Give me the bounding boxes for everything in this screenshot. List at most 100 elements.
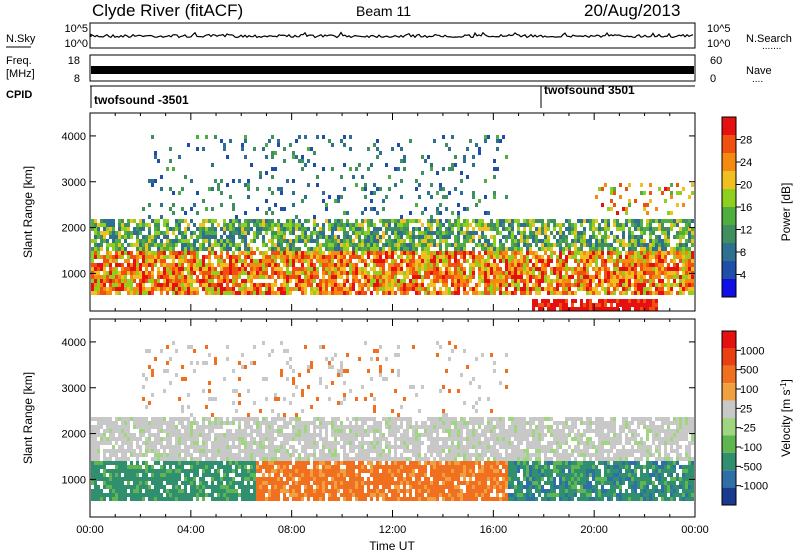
heatmap-cell bbox=[607, 251, 610, 255]
heatmap-cell bbox=[448, 147, 451, 151]
heatmap-cell bbox=[640, 267, 643, 271]
heatmap-cell bbox=[331, 243, 334, 247]
heatmap-cell bbox=[508, 271, 511, 275]
heatmap-cell bbox=[139, 287, 142, 291]
heatmap-cell bbox=[217, 489, 220, 493]
heatmap-cell bbox=[247, 469, 250, 473]
heatmap-cell bbox=[235, 243, 238, 247]
heatmap-cell bbox=[664, 251, 667, 255]
heatmap-cell bbox=[118, 469, 121, 473]
heatmap-cell bbox=[457, 215, 460, 219]
heatmap-cell bbox=[178, 465, 181, 469]
heatmap-cell bbox=[172, 457, 175, 461]
heatmap-cell bbox=[622, 267, 625, 271]
heatmap-cell bbox=[562, 235, 565, 239]
heatmap-cell bbox=[553, 251, 556, 255]
heatmap-cell bbox=[190, 477, 193, 481]
heatmap-cell bbox=[289, 433, 292, 437]
heatmap-cell bbox=[169, 263, 172, 267]
heatmap-cell bbox=[268, 493, 271, 497]
heatmap-cell bbox=[649, 251, 652, 255]
heatmap-cell bbox=[277, 231, 280, 235]
heatmap-cell bbox=[601, 307, 604, 311]
heatmap-cell bbox=[112, 421, 115, 425]
heatmap-cell bbox=[295, 473, 298, 477]
heatmap-cell bbox=[271, 239, 274, 243]
heatmap-cell bbox=[136, 453, 139, 457]
heatmap-cell bbox=[403, 227, 406, 231]
heatmap-cell bbox=[241, 497, 244, 501]
heatmap-cell bbox=[535, 235, 538, 239]
heatmap-cell bbox=[688, 219, 691, 223]
heatmap-cell bbox=[676, 219, 679, 223]
heatmap-cell bbox=[202, 489, 205, 493]
heatmap-cell bbox=[148, 477, 151, 481]
heatmap-cell bbox=[91, 469, 94, 473]
heatmap-cell bbox=[277, 417, 280, 421]
heatmap-cell bbox=[193, 449, 196, 453]
heatmap-cell bbox=[235, 409, 238, 413]
heatmap-cell bbox=[208, 381, 211, 385]
heatmap-cell bbox=[457, 247, 460, 251]
heatmap-cell bbox=[283, 437, 286, 441]
heatmap-cell bbox=[301, 287, 304, 291]
heatmap-cell bbox=[274, 291, 277, 295]
heatmap-cell bbox=[499, 259, 502, 263]
heatmap-cell bbox=[145, 421, 148, 425]
freq-panel: Freq. [MHz] 18 8 60 0 Nave .... bbox=[6, 54, 772, 85]
heatmap-cell bbox=[124, 461, 127, 465]
heatmap-cell bbox=[445, 235, 448, 239]
heatmap-cell bbox=[397, 247, 400, 251]
heatmap-cell bbox=[121, 263, 124, 267]
heatmap-cell bbox=[418, 195, 421, 199]
heatmap-cell bbox=[274, 497, 277, 501]
heatmap-cell bbox=[481, 243, 484, 247]
heatmap-cell bbox=[382, 271, 385, 275]
heatmap-cell bbox=[373, 235, 376, 239]
heatmap-cell bbox=[100, 489, 103, 493]
heatmap-cell bbox=[472, 247, 475, 251]
heatmap-cell bbox=[550, 251, 553, 255]
heatmap-cell bbox=[625, 299, 628, 303]
heatmap-cell bbox=[175, 445, 178, 449]
heatmap-cell bbox=[190, 441, 193, 445]
heatmap-cell bbox=[481, 231, 484, 235]
heatmap-cell bbox=[574, 271, 577, 275]
heatmap-cell bbox=[169, 445, 172, 449]
heatmap-cell bbox=[649, 191, 652, 195]
heatmap-cell bbox=[376, 263, 379, 267]
heatmap-cell bbox=[247, 187, 250, 191]
heatmap-cell bbox=[364, 259, 367, 263]
heatmap-cell bbox=[574, 307, 577, 311]
heatmap-cell bbox=[214, 437, 217, 441]
heatmap-cell bbox=[487, 135, 490, 139]
heatmap-cell bbox=[193, 457, 196, 461]
heatmap-cell bbox=[370, 163, 373, 167]
heatmap-cell bbox=[580, 243, 583, 247]
heatmap-cell bbox=[232, 477, 235, 481]
heatmap-cell bbox=[313, 267, 316, 271]
heatmap-cell bbox=[151, 445, 154, 449]
heatmap-cell bbox=[592, 231, 595, 235]
heatmap-cell bbox=[400, 215, 403, 219]
heatmap-cell bbox=[226, 279, 229, 283]
heatmap-cell bbox=[280, 417, 283, 421]
heatmap-cell bbox=[274, 421, 277, 425]
heatmap-cell bbox=[307, 183, 310, 187]
heatmap-cell bbox=[277, 497, 280, 501]
heatmap-cell bbox=[595, 247, 598, 251]
heatmap-cell bbox=[283, 425, 286, 429]
heatmap-cell bbox=[205, 227, 208, 231]
heatmap-cell bbox=[397, 239, 400, 243]
heatmap-cell bbox=[283, 453, 286, 457]
heatmap-cell bbox=[253, 429, 256, 433]
heatmap-cell bbox=[97, 291, 100, 295]
heatmap-cell bbox=[226, 223, 229, 227]
heatmap-cell bbox=[415, 275, 418, 279]
heatmap-cell bbox=[226, 473, 229, 477]
heatmap-cell bbox=[322, 263, 325, 267]
heatmap-cell bbox=[184, 417, 187, 421]
heatmap-cell bbox=[199, 465, 202, 469]
heatmap-cell bbox=[295, 251, 298, 255]
